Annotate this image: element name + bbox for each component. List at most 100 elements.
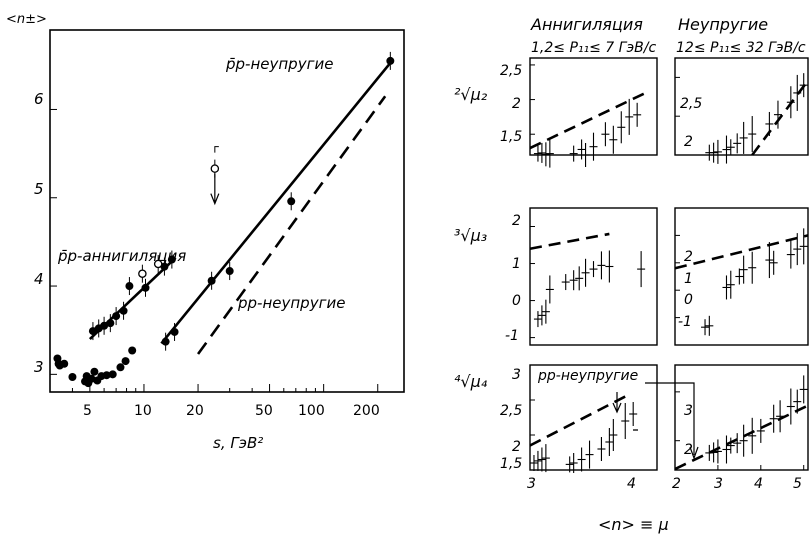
- data-point: [287, 197, 296, 206]
- data-point: [100, 321, 109, 330]
- data-point: [90, 367, 99, 376]
- tick-x-3-ann: 3: [527, 476, 536, 492]
- col-sub-inelastic: 12≤ P₁₁≤ 32 ГэВ/с: [676, 40, 806, 56]
- tick-minus-1: -1: [678, 314, 692, 330]
- row-label-mu3: ³√μ₃: [454, 226, 487, 245]
- data-point-open: [210, 164, 220, 173]
- tick-y-5: 5: [34, 180, 44, 198]
- tick-x-4-ann: 4: [627, 476, 636, 492]
- left-chart: <n±> 5 10 20 50 100 200 3 4 5 6 s, ГэВ² …: [6, 12, 405, 452]
- ticks-inel-mu2: 2,5 2: [680, 96, 702, 150]
- data-point: [386, 56, 395, 65]
- data-point: [121, 357, 130, 366]
- tick-x-100: 100: [298, 403, 325, 419]
- tick-x-4-inel: 4: [754, 476, 763, 492]
- tick-x-5: 5: [83, 403, 92, 419]
- tick-2: 2: [512, 96, 521, 112]
- connector-arrow: [645, 382, 695, 455]
- col-sub-annihilation: 1,2≤ P₁₁≤ 7 ГэВ/с: [531, 40, 656, 56]
- left-y-ticks: 3 4 5 6: [34, 90, 44, 376]
- tick-2: 2: [512, 213, 521, 229]
- tick-x-3-inel: 3: [714, 476, 723, 492]
- tick-2-5: 2,5: [500, 403, 522, 419]
- dashed-reference-line: [674, 404, 809, 471]
- dashed-reference-line: [529, 90, 650, 150]
- label-pbarp-annihilation: p̄p-аннигиляция: [57, 247, 186, 265]
- col-head-annihilation: Аннигиляция: [530, 15, 643, 34]
- panel-frame-inel-mu2: [674, 57, 809, 156]
- tick-2: 2: [684, 442, 693, 458]
- data-point: [116, 363, 125, 372]
- tick-x-2-inel: 2: [672, 476, 681, 492]
- tick-2-5: 2,5: [680, 96, 702, 112]
- label-pp-inelastic: pp-неупругие: [237, 294, 345, 312]
- tick-3: 3: [512, 367, 521, 383]
- ticks-ann-mu2: 2,5 2 1,5: [500, 63, 522, 145]
- data-point: [170, 327, 179, 336]
- panel-frame-ann-mu4: [529, 364, 658, 471]
- data-point: [102, 371, 111, 380]
- data-point: [108, 370, 117, 379]
- tick-x-20: 20: [186, 403, 204, 419]
- tick-0: 0: [512, 293, 521, 309]
- data-point: [161, 337, 170, 346]
- tick-minus-1: -1: [505, 328, 519, 344]
- left-plot-frame: [49, 29, 405, 393]
- data-point: [68, 372, 77, 381]
- data-point: [225, 267, 234, 276]
- left-y-label: <n±>: [6, 12, 47, 27]
- left-data-marks: [49, 51, 395, 392]
- connector-arrow-head: [689, 446, 699, 460]
- tick-x-10: 10: [134, 403, 152, 419]
- tick-2: 2: [684, 134, 693, 150]
- dashed-reference-line: [529, 395, 626, 447]
- tick-x-200: 200: [353, 403, 380, 419]
- tick-y-3: 3: [34, 358, 44, 376]
- data-point-open: [138, 269, 147, 278]
- dashed-reference-line: [674, 234, 809, 270]
- tick-3: 3: [684, 403, 693, 419]
- row-label-mu2: ²√μ₂: [454, 85, 488, 104]
- panel-frame-ann-mu3: [529, 207, 658, 346]
- tick-1: 1: [684, 271, 693, 287]
- tick-2: 2: [512, 439, 521, 455]
- dashed-reference-line: [751, 79, 810, 156]
- left-x-label: s, ГэВ²: [213, 434, 263, 452]
- data-point: [125, 282, 134, 291]
- data-point-open: [153, 259, 163, 269]
- label-pbarp-inelastic: p̄p-неупругие: [225, 55, 333, 73]
- tick-x-5-inel: 5: [793, 476, 802, 492]
- tick-y-4: 4: [34, 270, 44, 288]
- upper-limit-arrow: [210, 173, 220, 206]
- error-bar-cap: [214, 146, 219, 153]
- tick-1-5: 1,5: [500, 456, 522, 472]
- ticks-inel-mu4: 3 2: [684, 403, 693, 458]
- right-data-marks: [529, 64, 810, 473]
- tick-2-5: 2,5: [500, 63, 522, 79]
- data-point: [60, 359, 69, 368]
- panel-frame-inel-mu3: [674, 207, 809, 346]
- data-point: [160, 262, 169, 271]
- tick-2: 2: [684, 249, 693, 265]
- tick-1-5: 1,5: [500, 129, 522, 145]
- dashed-reference-line: [529, 232, 610, 251]
- data-point: [112, 312, 121, 321]
- data-point: [128, 346, 137, 355]
- data-point: [106, 319, 115, 328]
- ticks-ann-mu3: 2 1 0 -1: [505, 213, 521, 344]
- ticks-inel-mu3: 2 1 0 -1: [678, 249, 693, 330]
- ticks-ann-mu4: 3 2,5 2 1,5: [500, 367, 522, 472]
- data-point: [119, 306, 128, 315]
- tick-x-50: 50: [255, 403, 273, 419]
- fit-line: [160, 60, 393, 345]
- tick-0: 0: [684, 292, 693, 308]
- data-point: [141, 283, 150, 292]
- label-pp-inelastic-small: pp-неупругие: [537, 368, 638, 384]
- tick-y-6: 6: [34, 90, 44, 108]
- fit-line-pp-inelastic: [196, 95, 387, 355]
- data-point: [207, 276, 216, 285]
- right-charts: Аннигиляция 1,2≤ P₁₁≤ 7 ГэВ/с Неупругие …: [454, 15, 810, 534]
- row-label-mu4: ⁴√μ₄: [454, 372, 488, 391]
- col-head-inelastic: Неупругие: [678, 15, 768, 34]
